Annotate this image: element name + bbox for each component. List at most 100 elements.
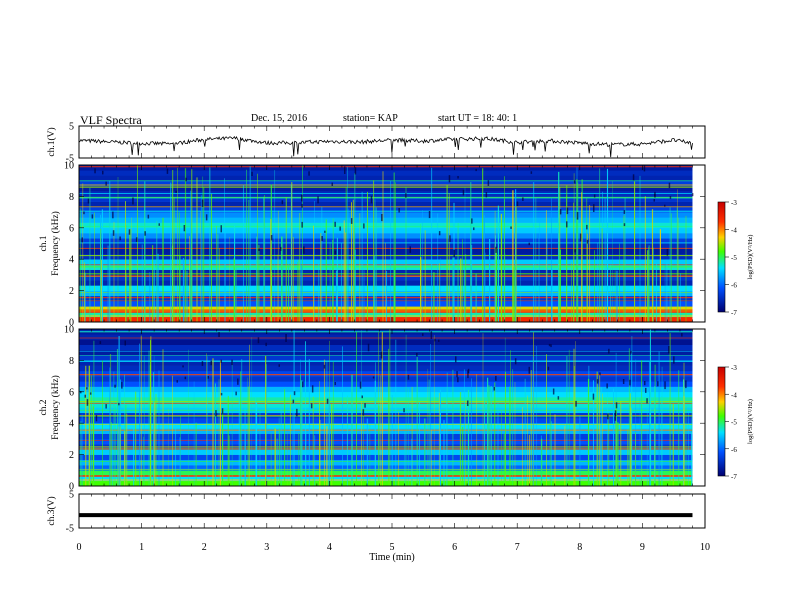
noise-speckle	[547, 366, 550, 371]
noise-speckle	[530, 171, 533, 174]
noise-speckle	[334, 221, 336, 227]
noise-speckle	[112, 230, 115, 236]
freq-band	[79, 175, 693, 181]
x-axis-title: Time (min)	[369, 552, 414, 563]
freq-band	[79, 165, 693, 171]
noise-speckle	[654, 193, 656, 197]
freq-band	[79, 243, 693, 250]
noise-speckle	[566, 207, 569, 215]
noise-speckle	[455, 356, 457, 363]
noise-speckle	[359, 381, 362, 389]
noise-speckle	[664, 204, 666, 207]
freq-band	[79, 480, 693, 487]
noise-speckle	[438, 339, 440, 342]
noise-speckle	[257, 337, 260, 344]
noise-speckle	[550, 344, 552, 348]
freq-band	[79, 433, 693, 440]
noise-speckle	[449, 235, 451, 242]
freq-band	[79, 423, 693, 429]
noise-speckle	[86, 387, 88, 390]
noise-speckle	[144, 231, 146, 236]
noise-speckle	[339, 226, 341, 231]
noise-speckle	[84, 394, 86, 398]
noise-speckle	[220, 392, 223, 396]
noise-speckle	[593, 194, 596, 198]
noise-speckle	[372, 376, 375, 379]
noise-speckle	[559, 209, 562, 215]
freq-band	[79, 212, 693, 218]
noise-speckle	[599, 372, 601, 376]
freq-band	[79, 201, 693, 208]
noise-speckle	[657, 381, 659, 387]
start-time-label: start UT = 18: 40: 1	[438, 113, 518, 124]
noise-speckle	[176, 380, 178, 383]
freq-band	[79, 376, 693, 382]
freq-band	[79, 381, 693, 387]
colorbar-tick-label: -3	[731, 199, 737, 207]
noise-speckle	[235, 391, 237, 396]
noise-speckle	[596, 379, 599, 384]
noise-speckle	[666, 249, 669, 256]
noise-speckle	[475, 168, 477, 172]
freq-band	[79, 301, 693, 307]
x-tick-label: 7	[515, 542, 520, 553]
noise-speckle	[593, 204, 595, 212]
freq-band	[79, 355, 693, 361]
noise-speckle	[270, 235, 273, 241]
freq-band	[79, 386, 693, 393]
freq-band	[79, 465, 693, 471]
noise-speckle	[586, 224, 588, 230]
freq-band	[79, 428, 693, 434]
noise-speckle	[310, 403, 313, 409]
noise-speckle	[293, 391, 296, 396]
y-tick-label: 0	[69, 318, 74, 329]
noise-speckle	[278, 364, 280, 367]
x-tick-label: 3	[264, 542, 269, 553]
y-tick-label: 2	[69, 286, 74, 297]
freq-band	[79, 397, 693, 403]
noise-speckle	[251, 171, 253, 176]
ch2-spectrogram	[79, 329, 693, 487]
date-label: Dec. 15, 2016	[251, 113, 308, 124]
noise-speckle	[669, 196, 672, 199]
noise-speckle	[528, 366, 530, 374]
noise-speckle	[573, 180, 576, 184]
colorbar-tick-label: -4	[731, 391, 737, 399]
freq-band	[79, 206, 693, 213]
x-tick-label: 10	[700, 542, 710, 553]
y-tick-label: 0	[69, 482, 74, 493]
noise-speckle	[364, 403, 366, 408]
colorbar-label: log(PSD)(V²/Hz)	[747, 399, 754, 444]
noise-speckle	[361, 395, 363, 399]
noise-speckle	[121, 381, 123, 389]
freq-band	[79, 306, 693, 312]
freq-band	[79, 285, 693, 291]
x-tick-label: 2	[202, 542, 207, 553]
noise-speckle	[89, 392, 92, 395]
noise-speckle	[285, 334, 287, 342]
noise-speckle	[301, 204, 303, 208]
noise-speckle	[575, 400, 577, 407]
colorbar-tick-label: -7	[731, 473, 737, 481]
noise-speckle	[522, 197, 524, 201]
noise-speckle	[487, 180, 490, 186]
freq-band	[79, 259, 693, 265]
noise-speckle	[645, 387, 647, 393]
noise-speckle	[457, 176, 459, 179]
noise-speckle	[653, 199, 655, 202]
noise-speckle	[552, 388, 555, 395]
noise-speckle	[407, 374, 410, 380]
noise-speckle	[311, 385, 314, 393]
x-tick-label: 9	[640, 542, 645, 553]
colorbar-gradient	[717, 366, 726, 477]
noise-speckle	[91, 214, 94, 219]
noise-speckle	[691, 193, 694, 197]
y-tick-label: -5	[66, 524, 74, 535]
freq-band	[79, 253, 693, 260]
freq-band	[79, 280, 693, 286]
noise-speckle	[201, 199, 204, 207]
figure-title: VLF Spectra	[80, 113, 142, 127]
noise-speckle	[664, 381, 666, 390]
noise-speckle	[102, 170, 104, 175]
noise-speckle	[296, 408, 298, 417]
